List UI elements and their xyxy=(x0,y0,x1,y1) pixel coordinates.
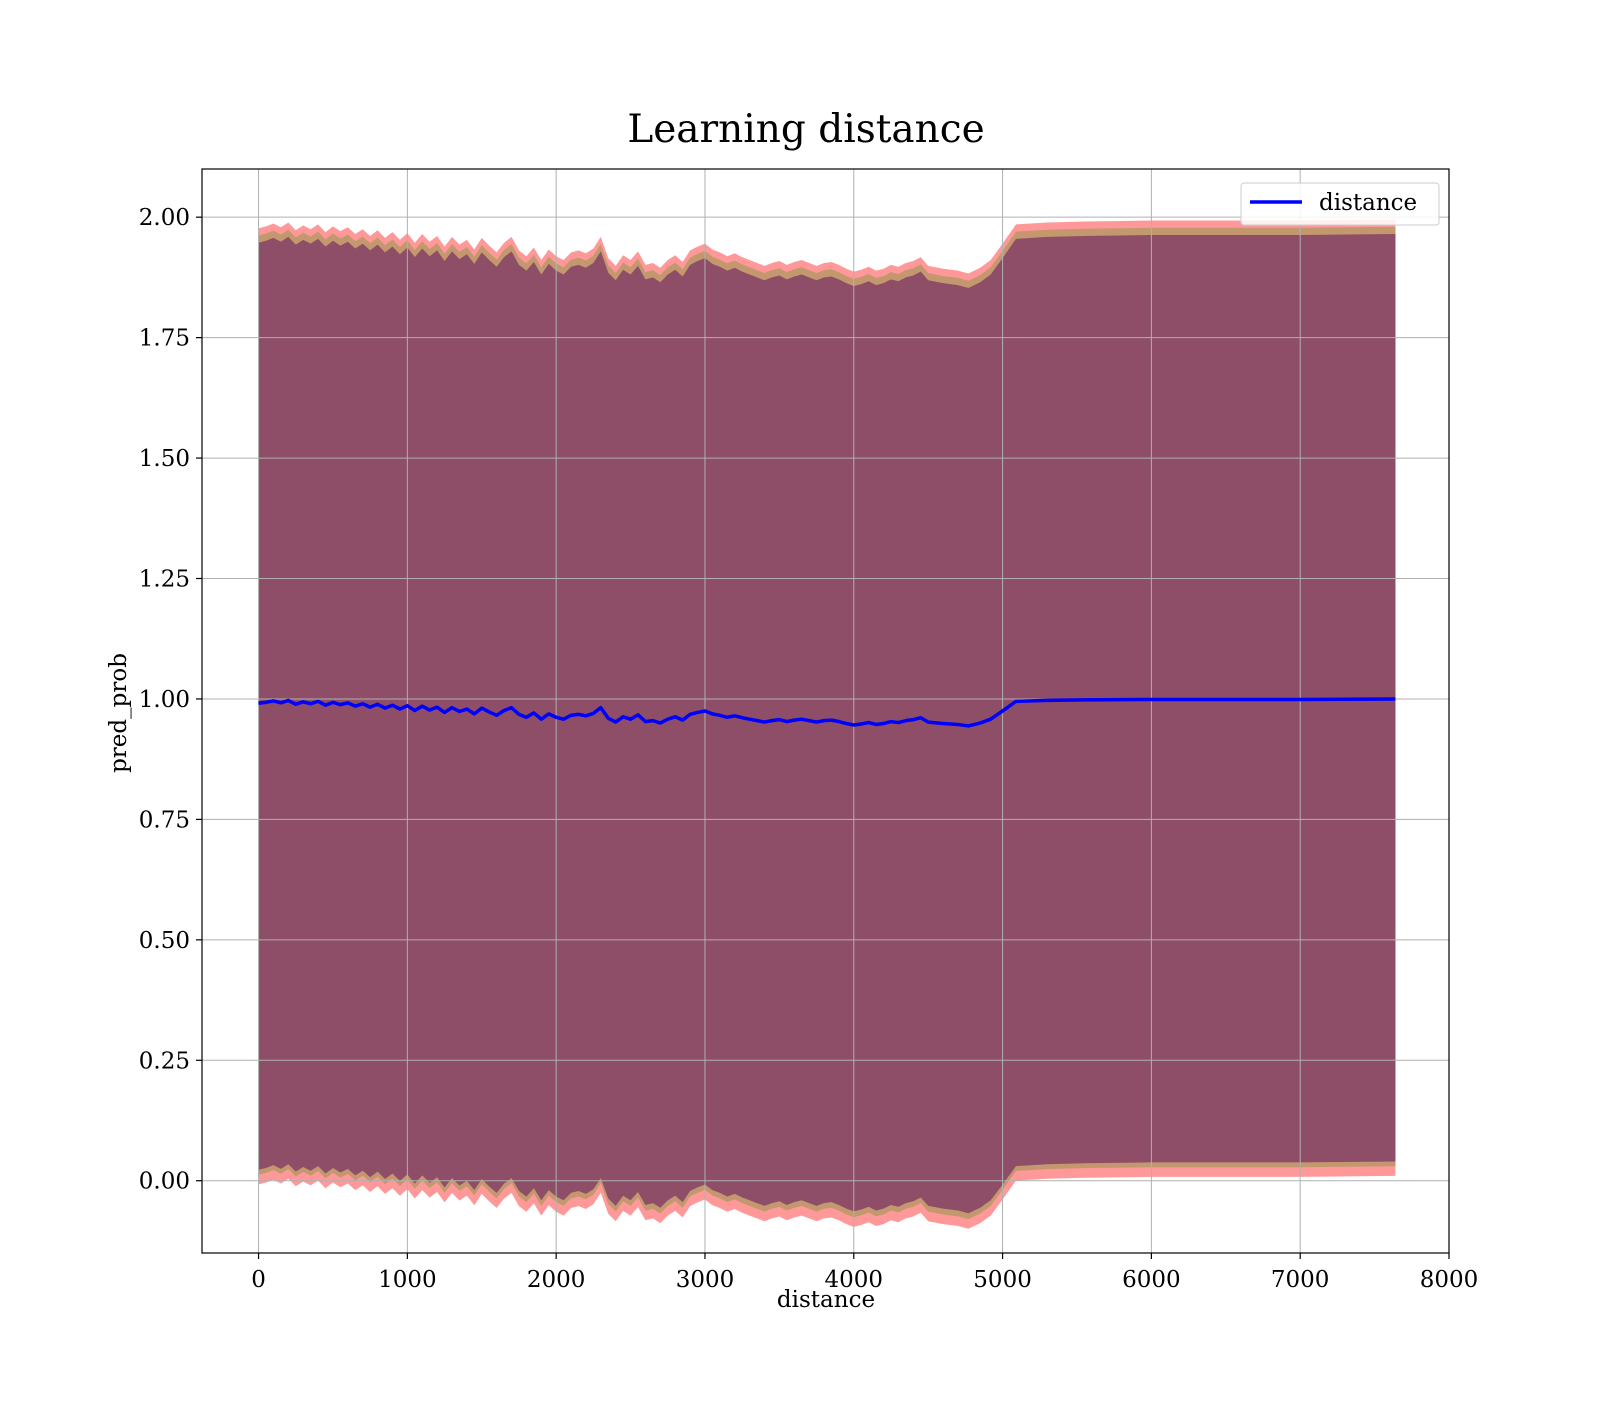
x-tick-label-5: 5000 xyxy=(973,1267,1032,1293)
y-tick-label-8: 2.00 xyxy=(139,205,190,231)
x-axis-label: distance xyxy=(777,1287,875,1313)
x-axis-ticks: 0 1000 2000 3000 4000 5000 6000 7000 8000 xyxy=(251,1253,1478,1293)
legend: distance xyxy=(1240,182,1440,226)
chart-title: Learning distance xyxy=(627,107,984,152)
y-tick-label-2: 0.50 xyxy=(139,928,190,954)
y-axis-ticks: 0.00 0.25 0.50 0.75 1.00 1.25 1.50 1.75 2.00 xyxy=(139,205,202,1195)
y-tick-label-1: 0.25 xyxy=(139,1048,190,1074)
series-lines xyxy=(258,697,1396,728)
y-tick-label-3: 0.75 xyxy=(139,807,190,833)
y-tick-label-0: 0.00 xyxy=(139,1169,190,1195)
x-tick-label-8: 8000 xyxy=(1420,1267,1479,1293)
y-axis-label: pred_prob xyxy=(106,653,132,773)
legend-label-distance: distance xyxy=(1319,190,1417,216)
x-tick-label-7: 7000 xyxy=(1271,1267,1330,1293)
confidence-bands xyxy=(258,219,1396,1229)
x-tick-label-1: 1000 xyxy=(378,1267,437,1293)
x-tick-label-0: 0 xyxy=(251,1267,266,1293)
y-tick-label-6: 1.50 xyxy=(139,446,190,472)
y-tick-label-4: 1.00 xyxy=(139,687,190,713)
plot-frame xyxy=(201,168,1450,1254)
y-tick-label-7: 1.75 xyxy=(139,326,190,352)
x-tick-label-6: 6000 xyxy=(1122,1267,1181,1293)
series-line-distance xyxy=(258,697,1396,728)
grid-lines xyxy=(202,169,1450,1253)
x-tick-label-3: 3000 xyxy=(676,1267,735,1293)
y-tick-label-5: 1.25 xyxy=(139,567,190,593)
x-tick-label-2: 2000 xyxy=(527,1267,586,1293)
legend-box xyxy=(1240,182,1440,226)
x-tick-label-4: 4000 xyxy=(824,1267,883,1293)
band-inner xyxy=(258,234,1396,1214)
